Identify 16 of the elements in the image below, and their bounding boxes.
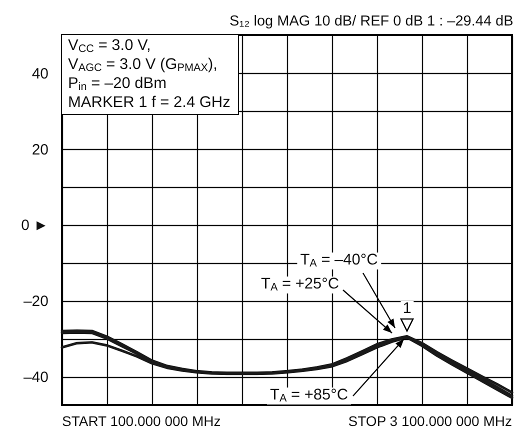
text: START 100.000 000 MHz [62,413,221,429]
chart-title: S₁₂ log MAG 10 dB/ REF 0 dB 1 : –29.44 dB [230,14,514,30]
annotation: T$_{A}$ = +25°C [258,276,342,294]
annotation: V$_{AGC}$ = 3.0 V (G$_{PMAX}$), [68,56,218,75]
annotation: T$_{A}$ = –40°C [297,252,381,270]
y-tick-label: 40 [32,65,48,82]
annotation: P$_{in}$ = –20 dBm [68,75,168,94]
y-tick-label: 0 ► [21,217,48,234]
y-tick-label: –20 [23,293,48,310]
annotation: V$_{CC}$ = 3.0 V, [68,37,152,56]
y-tick-label: 20 [32,141,48,158]
text: STOP 3 100.000 000 MHz [348,413,512,429]
y-tick-label: –40 [23,369,48,386]
annotation: MARKER 1 f = 2.4 GHz [68,94,230,111]
annotation: 1 [400,300,414,317]
annotation: T$_{A}$ = +85°C [266,386,352,404]
